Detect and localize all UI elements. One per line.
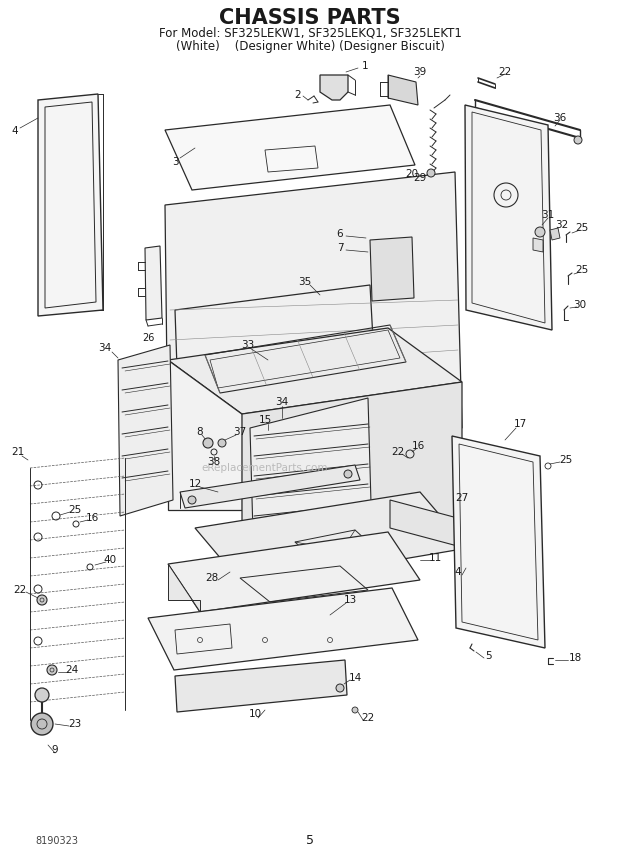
Polygon shape bbox=[320, 75, 348, 100]
Circle shape bbox=[352, 707, 358, 713]
Polygon shape bbox=[370, 237, 414, 301]
Text: 18: 18 bbox=[569, 653, 582, 663]
Polygon shape bbox=[465, 105, 552, 330]
Text: 25: 25 bbox=[559, 455, 573, 465]
Text: 24: 24 bbox=[65, 665, 79, 675]
Text: eReplacementParts.com: eReplacementParts.com bbox=[202, 463, 328, 473]
Text: 34: 34 bbox=[275, 397, 289, 407]
Polygon shape bbox=[168, 328, 462, 414]
Polygon shape bbox=[118, 345, 173, 516]
Text: 25: 25 bbox=[575, 265, 588, 275]
Circle shape bbox=[37, 595, 47, 605]
Text: 13: 13 bbox=[343, 595, 356, 605]
Text: 27: 27 bbox=[455, 493, 469, 503]
Text: 20: 20 bbox=[405, 169, 419, 179]
Text: 22: 22 bbox=[391, 447, 405, 457]
Text: 12: 12 bbox=[188, 479, 202, 489]
Polygon shape bbox=[165, 172, 462, 462]
Text: 9: 9 bbox=[51, 745, 58, 755]
Text: 30: 30 bbox=[574, 300, 587, 310]
Text: 31: 31 bbox=[541, 210, 555, 220]
Text: 35: 35 bbox=[298, 277, 312, 287]
Text: 28: 28 bbox=[205, 573, 219, 583]
Text: 39: 39 bbox=[414, 67, 427, 77]
Text: (White)    (Designer White) (Designer Biscuit): (White) (Designer White) (Designer Biscu… bbox=[175, 39, 445, 52]
Text: 32: 32 bbox=[556, 220, 569, 230]
Text: 4: 4 bbox=[454, 567, 461, 577]
Text: 6: 6 bbox=[337, 229, 343, 239]
Polygon shape bbox=[168, 564, 200, 612]
Circle shape bbox=[344, 470, 352, 478]
Text: 2: 2 bbox=[294, 90, 301, 100]
Text: 22: 22 bbox=[14, 585, 27, 595]
Text: 40: 40 bbox=[104, 555, 117, 565]
Text: 3: 3 bbox=[172, 157, 179, 167]
Circle shape bbox=[35, 688, 49, 702]
Polygon shape bbox=[242, 382, 462, 560]
Polygon shape bbox=[165, 105, 415, 190]
Polygon shape bbox=[390, 500, 465, 548]
Text: 21: 21 bbox=[11, 447, 25, 457]
Polygon shape bbox=[388, 75, 418, 105]
Text: 1: 1 bbox=[362, 61, 369, 71]
Text: 17: 17 bbox=[513, 419, 526, 429]
Text: 8: 8 bbox=[197, 427, 203, 437]
Text: 29: 29 bbox=[414, 173, 427, 183]
Polygon shape bbox=[168, 360, 242, 510]
Polygon shape bbox=[168, 532, 420, 612]
Text: 22: 22 bbox=[361, 713, 374, 723]
Text: 16: 16 bbox=[86, 513, 99, 523]
Polygon shape bbox=[533, 238, 543, 252]
Circle shape bbox=[31, 713, 53, 735]
Circle shape bbox=[218, 439, 226, 447]
Text: 14: 14 bbox=[348, 673, 361, 683]
Text: 16: 16 bbox=[412, 441, 425, 451]
Text: 4: 4 bbox=[12, 126, 19, 136]
Text: 25: 25 bbox=[68, 505, 82, 515]
Text: CHASSIS PARTS: CHASSIS PARTS bbox=[219, 8, 401, 28]
Text: 22: 22 bbox=[498, 67, 511, 77]
Circle shape bbox=[574, 136, 582, 144]
Text: 36: 36 bbox=[554, 113, 567, 123]
Text: For Model: SF325LEKW1, SF325LEKQ1, SF325LEKT1: For Model: SF325LEKW1, SF325LEKQ1, SF325… bbox=[159, 27, 461, 39]
Text: 5: 5 bbox=[485, 651, 491, 661]
Polygon shape bbox=[145, 246, 162, 320]
Text: 34: 34 bbox=[99, 343, 112, 353]
Text: 15: 15 bbox=[259, 415, 272, 425]
Circle shape bbox=[427, 169, 435, 177]
Polygon shape bbox=[180, 465, 360, 508]
Text: 5: 5 bbox=[306, 835, 314, 847]
Text: 26: 26 bbox=[142, 333, 154, 343]
Text: 33: 33 bbox=[241, 340, 255, 350]
Text: 25: 25 bbox=[575, 223, 588, 233]
Circle shape bbox=[336, 684, 344, 692]
Polygon shape bbox=[175, 660, 347, 712]
Polygon shape bbox=[550, 228, 560, 240]
Circle shape bbox=[203, 438, 213, 448]
Text: 23: 23 bbox=[68, 719, 82, 729]
Text: 7: 7 bbox=[337, 243, 343, 253]
Circle shape bbox=[47, 665, 57, 675]
Polygon shape bbox=[195, 492, 468, 586]
Polygon shape bbox=[250, 398, 372, 568]
Text: 37: 37 bbox=[233, 427, 247, 437]
Circle shape bbox=[535, 227, 545, 237]
Text: 10: 10 bbox=[249, 709, 262, 719]
Polygon shape bbox=[148, 588, 418, 670]
Polygon shape bbox=[452, 436, 545, 648]
Polygon shape bbox=[38, 94, 103, 316]
Text: 8190323: 8190323 bbox=[35, 836, 78, 846]
Circle shape bbox=[188, 496, 196, 504]
Text: 11: 11 bbox=[428, 553, 441, 563]
Text: 38: 38 bbox=[207, 457, 221, 467]
